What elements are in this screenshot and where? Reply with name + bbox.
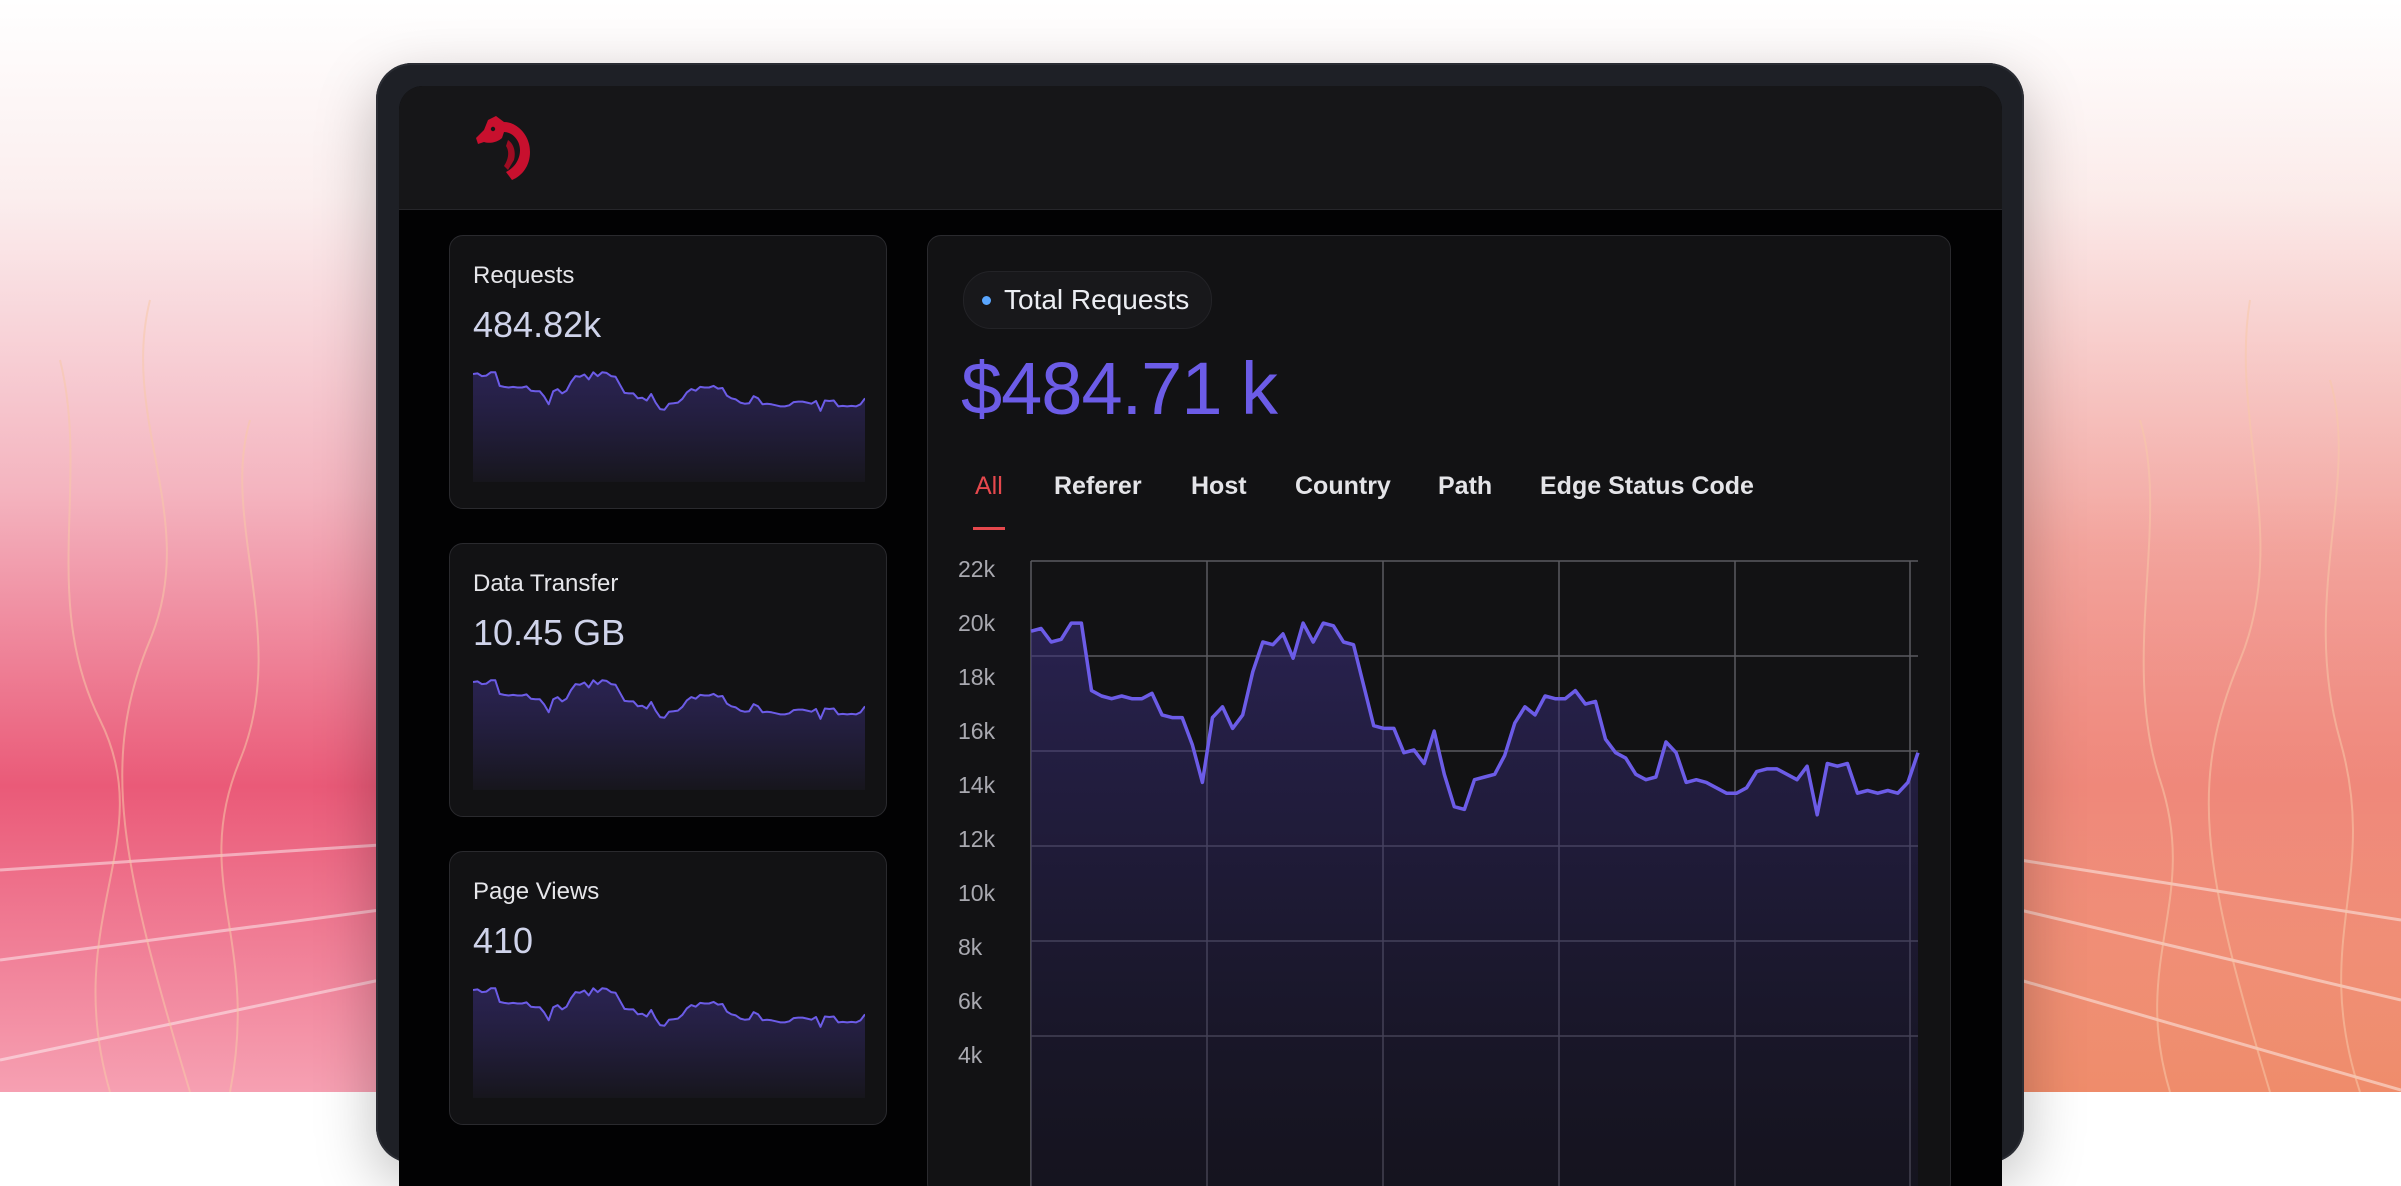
sparkline-area: [473, 372, 865, 482]
y-tick-label: 6k: [958, 988, 983, 1014]
stat-label: Requests: [473, 262, 575, 289]
y-tick-label: 16k: [958, 718, 996, 744]
y-tick-label: 14k: [958, 772, 996, 798]
stat-label: Page Views: [473, 878, 600, 905]
stat-value: 484.82k: [473, 304, 602, 345]
sparkline-line: [473, 679, 865, 720]
y-tick-label: 4k: [958, 1042, 983, 1068]
sparkline-line: [473, 371, 865, 412]
sparkline-area: [473, 988, 865, 1098]
stat-card-data-transfer[interactable]: Data Transfer 10.45 GB: [449, 543, 887, 817]
tab-country[interactable]: Country: [1295, 472, 1391, 500]
page-views-sparkline: [473, 987, 865, 1098]
tab-host[interactable]: Host: [1191, 472, 1247, 500]
requests-chart: 22k 20k 18k 16k 14k 12k 10k 8k 6k 4k: [958, 556, 1920, 1186]
y-tick-label: 12k: [958, 826, 996, 852]
dimension-tabs: All Referer Host Country Path Edge Statu…: [928, 472, 1950, 532]
total-requests-panel: Total Requests $484.71 k All Referer Hos…: [927, 235, 1951, 1186]
dashboard-screen: Requests 484.82k Data Transfer 10.45 GB …: [399, 86, 2002, 1186]
active-tab-indicator: [973, 527, 1005, 530]
y-tick-label: 22k: [958, 556, 996, 582]
y-tick-label: 8k: [958, 934, 983, 960]
y-tick-label: 20k: [958, 610, 996, 636]
series-area: [1031, 623, 1918, 1186]
sparkline-line: [473, 987, 865, 1028]
y-tick-label: 10k: [958, 880, 996, 906]
metric-pill[interactable]: Total Requests: [963, 271, 1213, 329]
data-transfer-sparkline: [473, 679, 865, 790]
series-dot-icon: [982, 296, 991, 305]
stat-card-page-views[interactable]: Page Views 410: [449, 851, 887, 1125]
tab-edge-status-code[interactable]: Edge Status Code: [1540, 472, 1754, 500]
stat-label: Data Transfer: [473, 570, 619, 597]
tab-referer[interactable]: Referer: [1054, 472, 1142, 500]
tab-path[interactable]: Path: [1438, 472, 1493, 500]
tab-all[interactable]: All: [975, 472, 1003, 500]
metric-pill-label: Total Requests: [1004, 284, 1190, 315]
top-bar: [399, 86, 2002, 210]
total-requests-value: $484.71 k: [961, 347, 1278, 430]
y-tick-label: 18k: [958, 664, 996, 690]
stat-value: 410: [473, 920, 534, 961]
stat-card-requests[interactable]: Requests 484.82k: [449, 235, 887, 509]
requests-sparkline: [473, 371, 865, 482]
series-line: [1030, 621, 1920, 817]
horse-logo-icon[interactable]: [474, 112, 536, 182]
sparkline-area: [473, 680, 865, 790]
stat-value: 10.45 GB: [473, 612, 626, 653]
